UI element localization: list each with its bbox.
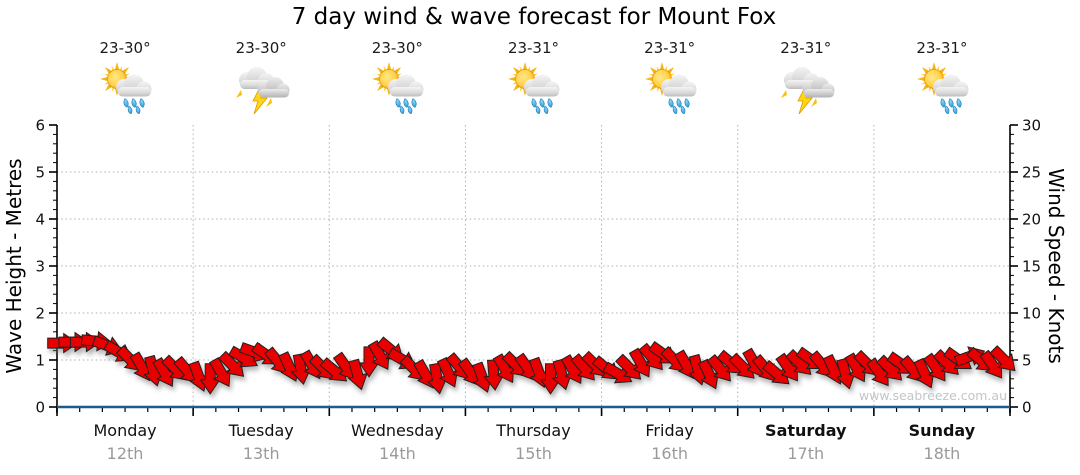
day-summary-sunday: 23-31° bbox=[874, 38, 1010, 115]
left-tick-label: 4 bbox=[35, 211, 45, 229]
right-tick-label: 5 bbox=[1022, 352, 1032, 370]
wind-arrow bbox=[775, 352, 798, 382]
day-date-label: 14th bbox=[378, 444, 416, 463]
right-tick-label: 30 bbox=[1022, 117, 1041, 135]
wind-arrow bbox=[208, 357, 231, 387]
x-label-sunday: Sunday 18th bbox=[874, 420, 1010, 464]
chart-title: 7 day wind & wave forecast for Mount Fox bbox=[291, 4, 777, 30]
temp-range-label: 23-31° bbox=[507, 39, 560, 57]
temp-range-label: 23-31° bbox=[644, 39, 696, 57]
wind-direction-arrows bbox=[47, 330, 1016, 395]
left-tick-label: 2 bbox=[35, 305, 45, 323]
x-label-friday: Friday 16th bbox=[602, 420, 738, 464]
temp-range-label: 23-30° bbox=[371, 39, 423, 57]
day-date-label: 12th bbox=[106, 444, 144, 463]
day-summary-tuesday: 23-30° bbox=[193, 38, 329, 115]
day-name-label: Wednesday bbox=[351, 421, 444, 440]
left-axis-title: Wave Height - Metres bbox=[2, 158, 26, 374]
day-name-label: Sunday bbox=[908, 421, 976, 440]
wind-arrow bbox=[989, 345, 1016, 372]
x-label-monday: Monday 12th bbox=[57, 420, 193, 464]
wind-arrow bbox=[628, 347, 651, 378]
wind-arrow bbox=[218, 350, 245, 377]
x-axis-day-labels: Monday 12th Tuesday 13th Wednesday 14th Thursd… bbox=[57, 420, 1010, 464]
wind-arrow bbox=[922, 352, 946, 382]
left-tick-label: 1 bbox=[35, 352, 45, 370]
wind-arrow bbox=[367, 340, 390, 370]
day-summary-friday: 23-31° bbox=[602, 38, 738, 115]
left-tick-label: 6 bbox=[35, 117, 45, 135]
wind-arrow bbox=[706, 353, 731, 382]
day-date-label: 16th bbox=[651, 444, 689, 463]
wind-arrow bbox=[347, 358, 368, 391]
wind-arrow bbox=[979, 349, 1003, 379]
temp-range-label: 23-31° bbox=[916, 39, 968, 57]
x-label-wednesday: Wednesday 14th bbox=[329, 420, 465, 464]
day-summary-saturday: 23-31° bbox=[738, 38, 874, 115]
right-axis-title: Wind Speed - Knots bbox=[1044, 168, 1068, 364]
day-date-label: 13th bbox=[242, 444, 280, 463]
right-tick-label: 20 bbox=[1022, 211, 1041, 229]
temp-range-label: 23-31° bbox=[780, 39, 832, 57]
day-date-label: 18th bbox=[923, 444, 961, 463]
day-name-label: Tuesday bbox=[228, 421, 294, 440]
daily-summary-row: 23-30° 23-30° 23-30° 23-31° 23-31° 23-31° 23-3… bbox=[57, 38, 1010, 115]
x-label-tuesday: Tuesday 13th bbox=[193, 420, 329, 464]
day-summary-thursday: 23-31° bbox=[465, 38, 601, 115]
day-name-label: Monday bbox=[93, 421, 157, 440]
wind-arrow bbox=[290, 353, 312, 386]
wind-arrow bbox=[697, 358, 720, 390]
x-label-thursday: Thursday 15th bbox=[465, 420, 601, 464]
right-tick-label: 25 bbox=[1022, 164, 1041, 182]
wind-arrow bbox=[728, 352, 755, 379]
left-tick-label: 5 bbox=[35, 164, 45, 182]
day-name-label: Saturday bbox=[765, 421, 847, 440]
day-name-label: Thursday bbox=[496, 421, 571, 440]
day-date-label: 17th bbox=[787, 444, 825, 463]
day-date-label: 15th bbox=[515, 444, 552, 463]
x-label-saturday: Saturday 17th bbox=[738, 420, 874, 464]
left-tick-label: 0 bbox=[35, 399, 45, 417]
right-tick-label: 0 bbox=[1022, 399, 1032, 417]
wind-arrow bbox=[319, 357, 348, 382]
wind-arrow bbox=[761, 359, 790, 385]
axis-tick-labels: 0 1 2 3 4 5 6 0 5 10 15 20 25 30 bbox=[35, 117, 1041, 417]
day-name-label: Friday bbox=[645, 421, 694, 440]
day-summary-monday: 23-30° bbox=[57, 38, 193, 115]
right-tick-label: 15 bbox=[1022, 258, 1041, 276]
wind-arrow bbox=[436, 356, 459, 388]
right-tick-label: 10 bbox=[1022, 305, 1041, 323]
watermark: www.seabreeze.com.au bbox=[859, 388, 1007, 403]
temp-range-label: 23-30° bbox=[99, 39, 151, 57]
day-summary-wednesday: 23-30° bbox=[329, 38, 465, 115]
wind-arrow bbox=[913, 357, 935, 389]
wind-arrow bbox=[615, 353, 642, 380]
temp-range-label: 23-30° bbox=[235, 39, 287, 57]
left-tick-label: 3 bbox=[35, 258, 45, 276]
